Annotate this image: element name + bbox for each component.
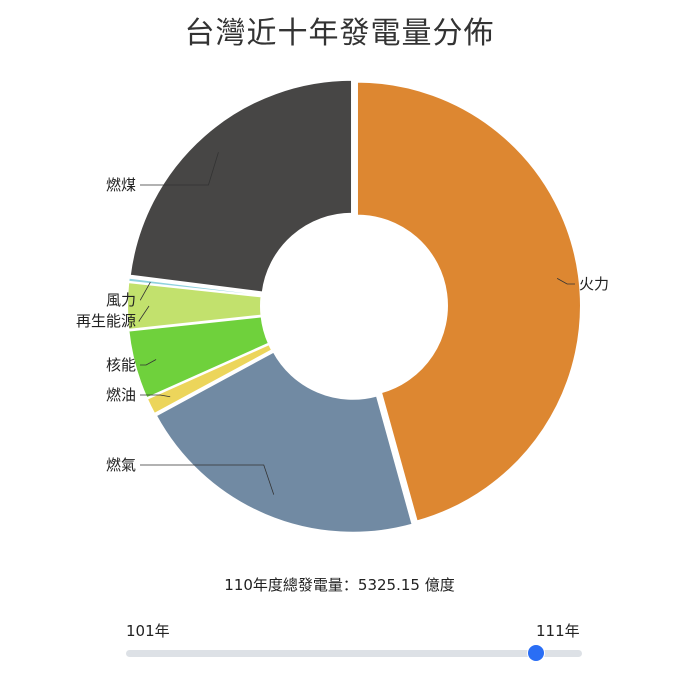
slice-0[interactable] [355, 80, 582, 523]
donut-slices [126, 78, 582, 534]
leader-line-4 [138, 305, 150, 322]
slice-label-2: 燃油 [106, 386, 136, 404]
slice-label-5: 風力 [106, 291, 136, 309]
slice-1[interactable] [154, 350, 414, 534]
slice-label-4: 再生能源 [76, 312, 136, 330]
leader-line-6 [140, 152, 219, 186]
leader-line-0 [556, 278, 575, 285]
slider-min-label: 101年 [126, 622, 170, 640]
slice-label-0: 火力 [579, 275, 609, 293]
slice-6[interactable] [128, 78, 354, 294]
leader-line-2 [140, 394, 171, 398]
slice-label-3: 核能 [106, 356, 136, 374]
slice-5[interactable] [127, 276, 263, 298]
leader-line-1 [140, 464, 275, 495]
leader-line-3 [140, 359, 157, 366]
total-generation-text: 110年度總發電量：5325.15 億度 [224, 576, 455, 594]
year-slider-track[interactable] [126, 645, 582, 661]
year-slider-thumb[interactable] [528, 645, 545, 661]
leader-lines [138, 152, 575, 495]
slice-label-1: 燃氣 [106, 456, 136, 474]
chart-title: 台灣近十年發電量分佈 [184, 16, 495, 51]
slider-max-label: 111年 [536, 622, 580, 640]
leader-line-5 [140, 282, 151, 301]
slice-label-6: 燃煤 [106, 176, 136, 194]
